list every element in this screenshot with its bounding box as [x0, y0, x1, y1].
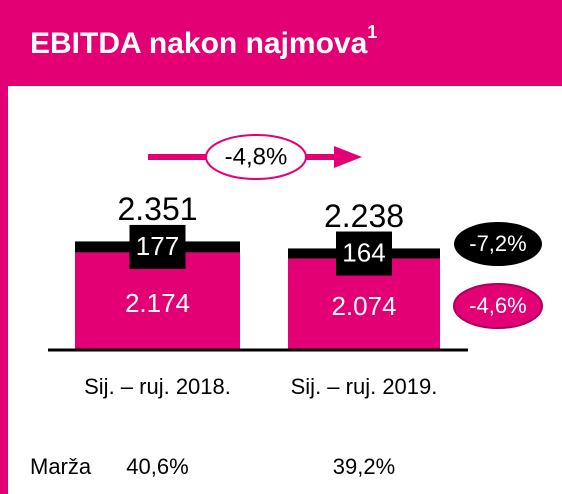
chart-title: EBITDA nakon najmova1 [30, 22, 377, 60]
margin-value: 40,6% [126, 454, 188, 479]
value-label: 2.074 [331, 291, 396, 321]
total-label: 2.238 [324, 198, 404, 234]
value-box [129, 224, 186, 269]
x-tick-label: Sij. – ruj. 2019. [291, 374, 438, 399]
badge-label: -7,2% [469, 231, 526, 256]
arrow-head [334, 146, 362, 168]
total-label: 2.351 [117, 191, 197, 227]
margin-label: Marža [30, 454, 92, 479]
badge [453, 283, 543, 329]
value-label: 164 [342, 237, 385, 267]
badge [454, 222, 542, 266]
margin-value: 39,2% [333, 454, 395, 479]
x-tick-label: Sij. – ruj. 2018. [84, 374, 231, 399]
change-label: -4,8% [225, 143, 288, 170]
value-box [336, 231, 392, 276]
value-label: 2.174 [125, 288, 190, 318]
header [0, 0, 562, 86]
badge-label: -4,6% [469, 293, 526, 318]
left-border [0, 86, 8, 494]
value-label: 177 [136, 231, 179, 261]
change-bubble [205, 134, 307, 180]
